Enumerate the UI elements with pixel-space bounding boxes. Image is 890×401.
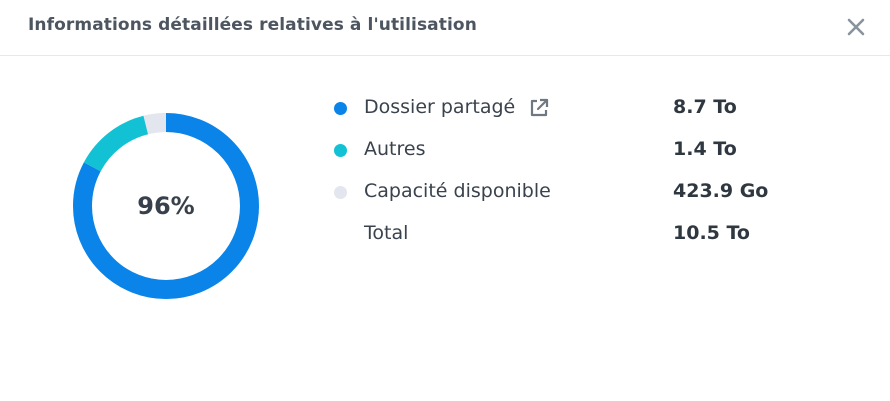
- legend-value-others: 1.4 To: [673, 138, 737, 160]
- legend-row-available: Capacité disponible 423.9 Go: [330, 179, 830, 205]
- dialog-title: Informations détaillées relatives à l'ut…: [28, 15, 477, 35]
- donut-segment-available: [73, 113, 259, 299]
- legend-dot-others: [334, 144, 347, 157]
- dialog-header: Informations détaillées relatives à l'ut…: [0, 0, 890, 56]
- close-button[interactable]: [843, 14, 869, 40]
- external-link-icon[interactable]: [528, 97, 550, 119]
- legend-label-total: Total: [364, 222, 409, 244]
- usage-percent: 96%: [137, 192, 195, 220]
- legend-row-shared-folder: Dossier partagé 8.7 To: [330, 95, 830, 121]
- close-icon: [847, 18, 865, 36]
- legend-dot-available: [334, 186, 347, 199]
- legend-label-shared-folder: Dossier partagé: [364, 96, 516, 118]
- legend-row-total: Total 10.5 To: [330, 221, 830, 247]
- legend-row-others: Autres 1.4 To: [330, 137, 830, 163]
- legend-dot-shared-folder: [334, 102, 347, 115]
- legend-value-total: 10.5 To: [673, 222, 750, 244]
- legend-value-shared-folder: 8.7 To: [673, 96, 737, 118]
- usage-donut-chart: 96%: [72, 112, 260, 300]
- legend-label-others: Autres: [364, 138, 426, 160]
- legend-label-available: Capacité disponible: [364, 180, 551, 202]
- legend-value-available: 423.9 Go: [673, 180, 769, 202]
